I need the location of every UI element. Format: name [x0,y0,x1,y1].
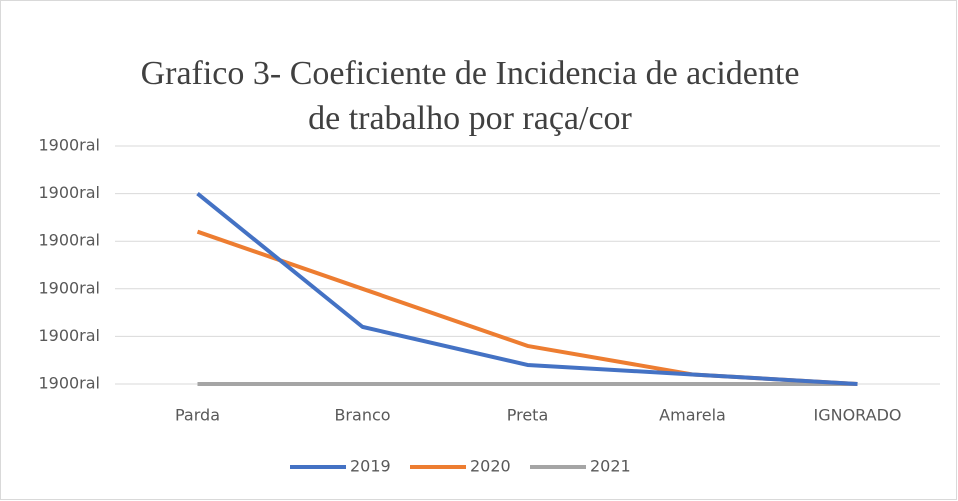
legend-label: 2020 [470,457,511,476]
y-tick-label: 1900ral [38,374,100,393]
x-tick-label: IGNORADO [813,406,901,425]
series-line [196,192,858,386]
y-tick-label: 1900ral [38,183,100,202]
x-tick-label: Parda [175,406,220,425]
x-tick-label: Preta [507,406,549,425]
y-tick-label: 1900ral [38,326,100,345]
y-tick-label: 1900ral [38,278,100,297]
y-tick-label: 1900ral [38,231,100,250]
x-tick-label: Branco [334,406,390,425]
x-tick-label: Amarela [659,406,726,425]
legend-label: 2019 [350,457,391,476]
legend-label: 2021 [590,457,631,476]
chart-title: Grafico 3- Coeficiente de Incidencia de … [141,55,800,92]
chart-title: de trabalho por raça/cor [308,100,632,137]
y-tick-label: 1900ral [38,136,100,155]
